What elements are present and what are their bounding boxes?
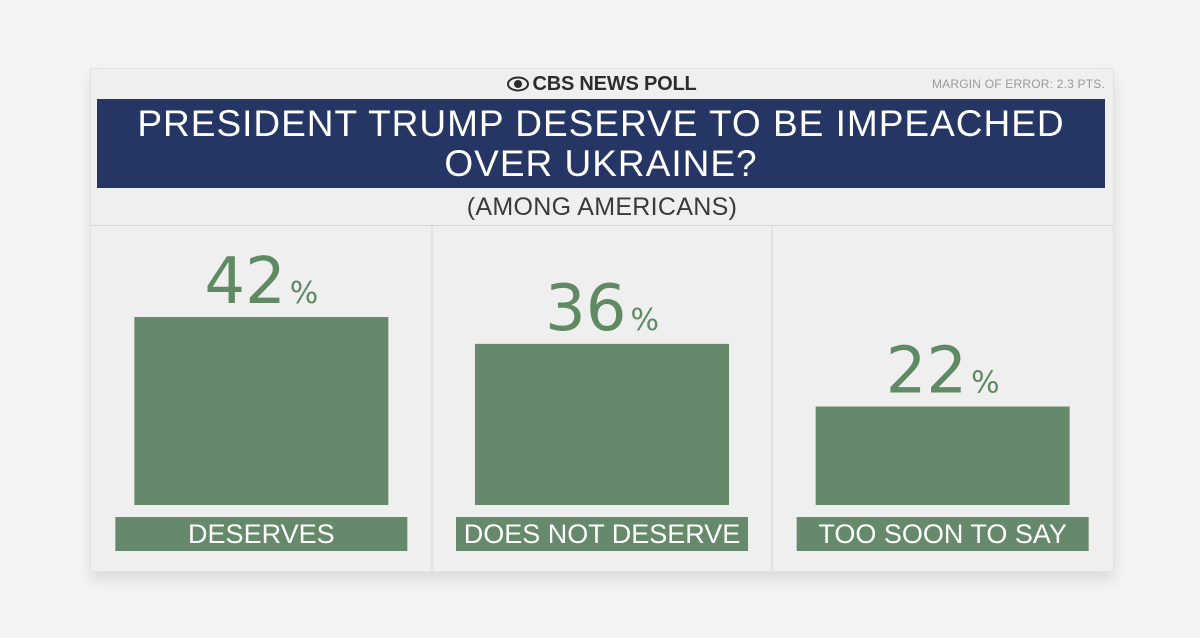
- brand-name: CBS NEWS POLL: [532, 72, 697, 95]
- brand-header: CBS NEWS POLL: [91, 71, 1113, 97]
- header-divider: [91, 225, 1113, 226]
- chart-subtitle: (AMONG AMERICANS): [466, 193, 738, 221]
- value-label: 42%: [204, 245, 318, 319]
- poll-card: CBS NEWS POLL MARGIN OF ERROR: 2.3 PTS. …: [90, 68, 1114, 572]
- margin-of-error: MARGIN OF ERROR: 2.3 PTS.: [931, 77, 1105, 91]
- category-label-bg: [796, 517, 1089, 551]
- bar-1: [134, 317, 389, 505]
- category-label: DESERVES: [188, 519, 335, 549]
- category-label-bg: [115, 517, 408, 551]
- bar-chart: 42 % DESERVES 36 % DOES NOT DESERVE 22 % TOO SOO…: [115, 226, 1089, 571]
- value-label: 22%: [886, 335, 1000, 409]
- category-label: TOO SOON TO SAY: [818, 519, 1067, 549]
- chart-title: PRESIDENT TRUMP DESERVE TO BE IMPEACHED …: [97, 99, 1105, 188]
- value-label: 36%: [545, 272, 659, 346]
- cbs-eye-icon: [507, 76, 530, 92]
- category-label-bg: [456, 517, 748, 551]
- category-label: DOES NOT DESERVE: [464, 519, 741, 549]
- bar-2: [475, 343, 729, 505]
- bar-3: [815, 406, 1070, 505]
